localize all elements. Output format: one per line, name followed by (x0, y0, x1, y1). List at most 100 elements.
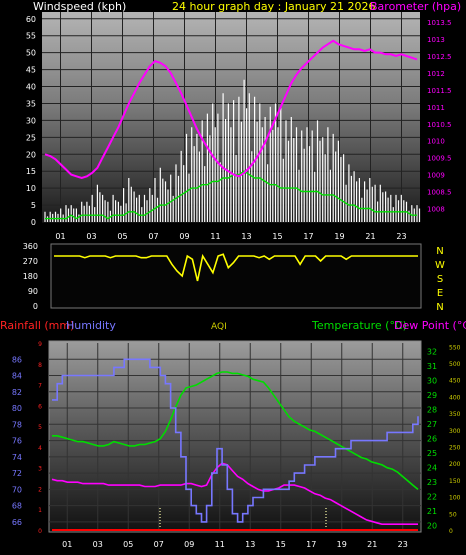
temp-hour-label: 07 (154, 540, 164, 549)
wind-hour-label: 07 (148, 232, 158, 241)
temp-hour-label: 03 (93, 540, 103, 549)
humidity-tick-label: 74 (12, 453, 22, 462)
humidity-tick-label: 82 (12, 388, 22, 397)
temperature-tick-label: 25 (427, 449, 437, 458)
temperature-tick-label: 23 (427, 478, 437, 487)
wind-tick-label: 10 (26, 184, 36, 193)
wind-hour-label: 03 (86, 232, 96, 241)
wind-hour-label: 11 (210, 232, 220, 241)
wind-tick-label: 0 (31, 218, 36, 227)
wind-tick-label: 35 (26, 99, 36, 108)
aqi-tick-label: 100 (449, 495, 461, 502)
temp-hour-label: 17 (306, 540, 316, 549)
aqi-tick-label: 50 (449, 511, 457, 518)
barometer-tick-label: 1008.5 (427, 189, 452, 197)
wind-hour-label: 23 (396, 232, 406, 241)
wind-average-series (45, 170, 417, 220)
barometer-tick-label: 1012.5 (427, 53, 452, 61)
temperature-tick-label: 20 (427, 522, 437, 531)
rain-tick-label: 7 (38, 383, 42, 390)
direction-panel-bg (50, 243, 422, 309)
temperature-tick-label: 21 (427, 507, 437, 516)
aqi-tick-label: 500 (449, 361, 461, 368)
aqi-tick-label: 200 (449, 461, 461, 468)
wind-hour-label: 15 (272, 232, 282, 241)
aqi-tick-label: 450 (449, 378, 461, 385)
aqi-tick-label: 550 (449, 344, 461, 351)
temperature-tick-label: 24 (427, 464, 437, 473)
humidity-tick-label: 70 (12, 485, 22, 494)
humidity-tick-label: 66 (12, 518, 22, 527)
aqi-tick-label: 400 (449, 394, 461, 401)
wind-hour-label: 05 (117, 232, 127, 241)
humidity-legend: Humidity (66, 319, 116, 332)
aqi-legend: AQI (211, 322, 227, 332)
rain-tick-label: 3 (38, 466, 42, 473)
wind-tick-label: 30 (26, 116, 36, 125)
humidity-tick-label: 76 (12, 437, 22, 446)
rain-tick-label: 8 (38, 362, 42, 369)
wind-tick-label: 20 (26, 150, 36, 159)
rain-tick-label: 0 (38, 528, 42, 535)
temp-panel-bg (48, 340, 422, 533)
rain-tick-label: 6 (38, 403, 42, 410)
temp-hour-label: 23 (398, 540, 408, 549)
direction-letter-label: W (435, 260, 445, 271)
temperature-legend: Temperature (°C) (311, 319, 407, 332)
wind-direction-series (54, 253, 418, 282)
temperature-tick-label: 31 (427, 362, 437, 371)
temp-hour-label: 21 (367, 540, 377, 549)
temp-hour-label: 05 (123, 540, 133, 549)
barometer-tick-label: 1012 (427, 70, 445, 78)
humidity-series (52, 358, 419, 523)
wind-tick-label: 45 (26, 66, 36, 75)
wind-hour-label: 09 (179, 232, 189, 241)
temp-hour-label: 01 (62, 540, 72, 549)
rain-tick-label: 5 (38, 424, 42, 431)
rain-tick-label: 1 (38, 507, 42, 514)
wind-tick-label: 15 (26, 167, 36, 176)
aqi-tick-label: 250 (449, 445, 461, 452)
wind-hour-label: 01 (55, 232, 65, 241)
windspeed-axis-title: Windspeed (kph) (33, 0, 126, 13)
rainfall-legend: Rainfall (mm) (0, 319, 74, 332)
humidity-tick-label: 84 (12, 372, 22, 381)
temperature-series (52, 371, 419, 491)
wind-tick-label: 60 (26, 15, 36, 24)
wind-tick-label: 25 (26, 133, 36, 142)
wind-tick-label: 55 (26, 32, 36, 41)
barometer-tick-label: 1011.5 (427, 87, 452, 95)
wind-hour-label: 19 (334, 232, 344, 241)
barometer-series (44, 39, 418, 180)
barometer-tick-label: 1010 (427, 138, 445, 146)
barometer-tick-label: 1008 (427, 205, 445, 213)
temperature-tick-label: 27 (427, 420, 437, 429)
direction-letter-label: N (436, 246, 443, 257)
direction-tick-label: 360 (23, 242, 38, 251)
temp-hour-label: 13 (245, 540, 255, 549)
temperature-tick-label: 32 (427, 348, 437, 357)
dewpoint-legend: Dew Point (°C) (394, 319, 466, 332)
rain-tick-label: 2 (38, 486, 42, 493)
temperature-tick-label: 29 (427, 391, 437, 400)
dewpoint-series (51, 462, 418, 526)
wind-tick-label: 5 (31, 201, 36, 210)
temperature-tick-label: 28 (427, 406, 437, 415)
chart-title: 24 hour graph day : January 21 2026 (172, 0, 376, 13)
temperature-tick-label: 26 (427, 435, 437, 444)
direction-tick-label: 0 (33, 302, 38, 311)
direction-tick-label: 90 (28, 287, 38, 296)
temperature-tick-label: 30 (427, 377, 437, 386)
barometer-tick-label: 1011 (427, 104, 445, 112)
humidity-tick-label: 80 (12, 404, 22, 413)
temp-hour-label: 15 (276, 540, 286, 549)
aqi-tick-label: 300 (449, 428, 461, 435)
humidity-tick-label: 86 (12, 355, 22, 364)
temp-hour-label: 11 (215, 540, 225, 549)
temp-hour-label: 09 (184, 540, 194, 549)
barometer-axis-title: Barometer (hpa) (370, 0, 461, 13)
direction-letter-label: N (436, 302, 443, 313)
direction-letter-label: S (437, 274, 443, 285)
aqi-tick-label: 150 (449, 478, 461, 485)
wind-hour-label: 17 (303, 232, 313, 241)
